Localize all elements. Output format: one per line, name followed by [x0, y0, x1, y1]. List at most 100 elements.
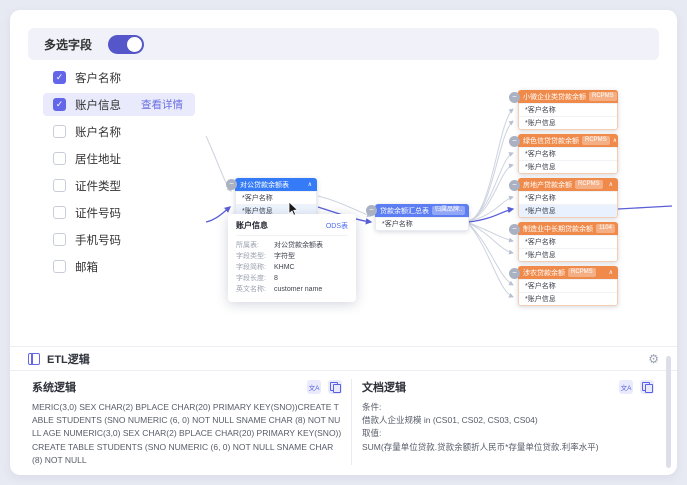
ods-table-link[interactable]: ODS表	[325, 222, 348, 230]
collapse-node-icon[interactable]: −	[509, 136, 520, 147]
node-header[interactable]: 房地产贷款余额 RCPMS ∧	[518, 178, 618, 191]
node-target-5[interactable]: 涉农贷款余额 RCPMS ∧ *客户名称 *账户信息	[518, 266, 618, 306]
field-row-address[interactable]: 居住地址	[43, 147, 195, 170]
node-title: 制造业中长期贷款余额	[523, 225, 593, 233]
node-target-2[interactable]: 绿色信贷贷款余额 RCPMS ∧ *客户名称 *账户信息	[518, 134, 618, 174]
node-field-row-highlighted[interactable]: *账户信息	[519, 204, 617, 217]
node-source-table[interactable]: 对公贷款余额表 ∧ *客户名称 *账户信息	[235, 178, 317, 218]
node-header[interactable]: 对公贷款余额表 ∧	[235, 178, 317, 191]
field-label: 客户名称	[75, 72, 121, 85]
multi-select-toggle[interactable]	[108, 34, 145, 54]
panel-divider	[351, 379, 352, 465]
translate-icon[interactable]: 文A	[307, 380, 321, 394]
translate-icon[interactable]: 文A	[619, 380, 633, 394]
node-header[interactable]: 绿色信贷贷款余额 RCPMS ∧	[518, 134, 618, 147]
collapse-node-icon[interactable]: −	[509, 180, 520, 191]
node-tag: RCPMS	[568, 268, 596, 277]
field-row-account-name[interactable]: 账户名称	[43, 120, 195, 143]
field-row-email[interactable]: 邮箱	[43, 255, 195, 278]
field-row-id-number[interactable]: 证件号码	[43, 201, 195, 224]
node-field-row[interactable]: *客户名称	[519, 103, 617, 116]
document-logic-panel: 文档逻辑 文A 条件: 借款人企业规模 in (CS01, CS02, CS03…	[362, 379, 654, 454]
document-logic-line: 条件:	[362, 402, 382, 412]
collapse-node-icon[interactable]: −	[509, 224, 520, 235]
document-logic-title: 文档逻辑	[362, 382, 406, 394]
copy-icon[interactable]	[328, 380, 342, 394]
node-field-row[interactable]: *客户名称	[519, 279, 617, 292]
popup-row-label: 英文名称:	[236, 286, 266, 293]
node-field-row[interactable]: *账户信息	[519, 116, 617, 129]
node-target-1[interactable]: 小微企业类贷款余额 RCPMS ∧ *客户名称 *账户信息	[518, 90, 624, 130]
popup-row-value: KHMC	[274, 264, 295, 271]
node-field-row[interactable]: *客户名称	[519, 191, 617, 204]
popup-row-label: 字段长度:	[236, 275, 266, 282]
field-row-customer-name[interactable]: ✓ 客户名称	[43, 66, 195, 89]
field-label: 邮箱	[75, 261, 98, 274]
etl-section-icon	[28, 353, 40, 365]
document-logic-line: 取值:	[362, 428, 382, 439]
etl-panels: 系统逻辑 文A MERIC(3,0) SEX CHAR(2) BPLACE CH…	[10, 371, 677, 475]
node-title: 房地产贷款余额	[523, 181, 572, 189]
field-row-account-info[interactable]: ✓ 账户信息 查看详情	[43, 93, 195, 116]
collapse-node-icon[interactable]: −	[366, 205, 377, 216]
system-logic-title: 系统逻辑	[32, 382, 76, 394]
field-label: 手机号码	[75, 234, 121, 247]
popup-row-value: customer name	[274, 286, 323, 293]
copy-icon[interactable]	[640, 380, 654, 394]
node-title: 绿色信贷贷款余额	[523, 137, 579, 145]
node-field-row[interactable]: *账户信息	[519, 292, 617, 305]
node-target-3[interactable]: 房地产贷款余额 RCPMS ∧ *客户名称 *账户信息	[518, 178, 618, 218]
node-field-row[interactable]: *客户名称	[519, 235, 617, 248]
popup-row-value: 字符型	[274, 253, 295, 260]
node-tag: RCPMS	[589, 92, 617, 101]
node-summary-table[interactable]: 贷款余额汇总表 归属品牌.. ∧ *客户名称	[375, 204, 473, 231]
chevron-up-icon[interactable]: ∧	[468, 207, 473, 214]
node-tag: 1104	[596, 224, 615, 233]
checkbox-unchecked[interactable]	[53, 233, 66, 246]
popup-row-value: 对公贷款余额表	[274, 242, 323, 249]
popup-title: 账户信息	[236, 221, 268, 230]
system-logic-content: MERIC(3,0) SEX CHAR(2) BPLACE CHAR(20) P…	[32, 402, 342, 465]
chevron-up-icon[interactable]: ∧	[612, 137, 618, 144]
checkbox-checked-icon[interactable]: ✓	[53, 71, 66, 84]
node-field-row[interactable]: *账户信息	[519, 160, 617, 173]
field-label: 账户信息	[75, 99, 121, 112]
gear-icon[interactable]: ⚙	[648, 352, 659, 366]
node-header[interactable]: 小微企业类贷款余额 RCPMS ∧	[518, 90, 624, 103]
field-row-id-type[interactable]: 证件类型	[43, 174, 195, 197]
checkbox-unchecked[interactable]	[53, 152, 66, 165]
collapse-node-icon[interactable]: −	[509, 268, 520, 279]
divider	[10, 370, 677, 371]
node-title: 小微企业类贷款余额	[523, 93, 586, 101]
node-target-4[interactable]: 制造业中长期贷款余额 1104 ∧ *客户名称 *账户信息	[518, 222, 622, 262]
node-field-row[interactable]: *客户名称	[236, 191, 316, 204]
chevron-up-icon[interactable]: ∧	[619, 93, 625, 100]
collapse-node-icon[interactable]: −	[509, 92, 520, 103]
checkbox-checked-icon[interactable]: ✓	[53, 98, 66, 111]
etl-section-bar[interactable]: ETL逻辑 ⚙	[28, 349, 659, 369]
checkbox-unchecked[interactable]	[53, 179, 66, 192]
chevron-up-icon[interactable]: ∧	[608, 181, 613, 188]
chevron-up-icon[interactable]: ∧	[608, 269, 613, 276]
collapse-node-icon[interactable]: −	[226, 179, 237, 190]
node-field-row[interactable]: *客户名称	[519, 147, 617, 160]
mouse-cursor	[288, 202, 299, 216]
node-header[interactable]: 制造业中长期贷款余额 1104 ∧	[518, 222, 622, 235]
checkbox-unchecked[interactable]	[53, 260, 66, 273]
node-field-row[interactable]: *账户信息	[519, 248, 617, 261]
view-detail-link[interactable]: 查看详情	[141, 99, 183, 111]
node-tag: RCPMS	[582, 136, 610, 145]
node-field-row[interactable]: *账户信息	[236, 204, 316, 217]
node-field-row[interactable]: *客户名称	[376, 217, 468, 230]
checkbox-unchecked[interactable]	[53, 206, 66, 219]
field-label: 证件类型	[75, 180, 121, 193]
node-header[interactable]: 贷款余额汇总表 归属品牌.. ∧	[375, 204, 473, 217]
chevron-up-icon[interactable]: ∧	[307, 181, 312, 188]
node-title: 涉农贷款余额	[523, 269, 565, 277]
scrollbar-thumb[interactable]	[666, 356, 671, 468]
system-logic-panel: 系统逻辑 文A MERIC(3,0) SEX CHAR(2) BPLACE CH…	[32, 379, 342, 467]
node-header[interactable]: 涉农贷款余额 RCPMS ∧	[518, 266, 618, 279]
chevron-up-icon[interactable]: ∧	[617, 225, 623, 232]
field-row-phone[interactable]: 手机号码	[43, 228, 195, 251]
checkbox-unchecked[interactable]	[53, 125, 66, 138]
